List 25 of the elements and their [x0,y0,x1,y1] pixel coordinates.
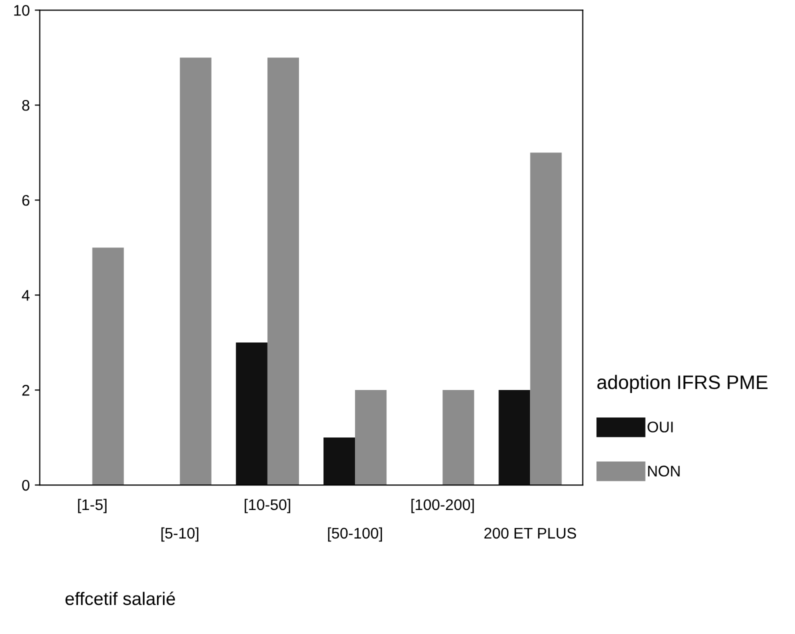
x-tick-label: [5-10] [161,527,198,542]
bar [324,438,356,486]
x-tick-label: 200 ET PLUS [484,528,576,539]
y-tick-label: 6 [22,194,30,206]
x-tick-label: [50-100] [328,527,382,542]
x-axis-title: effcetif salarié [65,592,175,606]
bar [236,342,268,486]
bar [498,390,530,486]
bar [530,152,562,486]
y-tick-label: 4 [22,290,30,301]
x-tick-label: [100-200] [411,498,474,514]
bar [92,248,124,486]
legend-title: adoption IFRS PME [597,374,768,394]
y-tick-label: 0 [22,480,30,491]
y-tick-label: 10 [14,5,30,16]
legend-label: NON [648,466,680,477]
bar [355,390,387,486]
legend-label: OUI [648,422,673,432]
x-tick-label: [1-5] [78,498,106,514]
bar [180,58,212,486]
y-tick-label: 2 [22,384,30,396]
y-tick-label: 8 [22,100,30,111]
x-tick-label: [10-50] [244,498,290,514]
bar [442,390,474,486]
bar [267,58,299,486]
